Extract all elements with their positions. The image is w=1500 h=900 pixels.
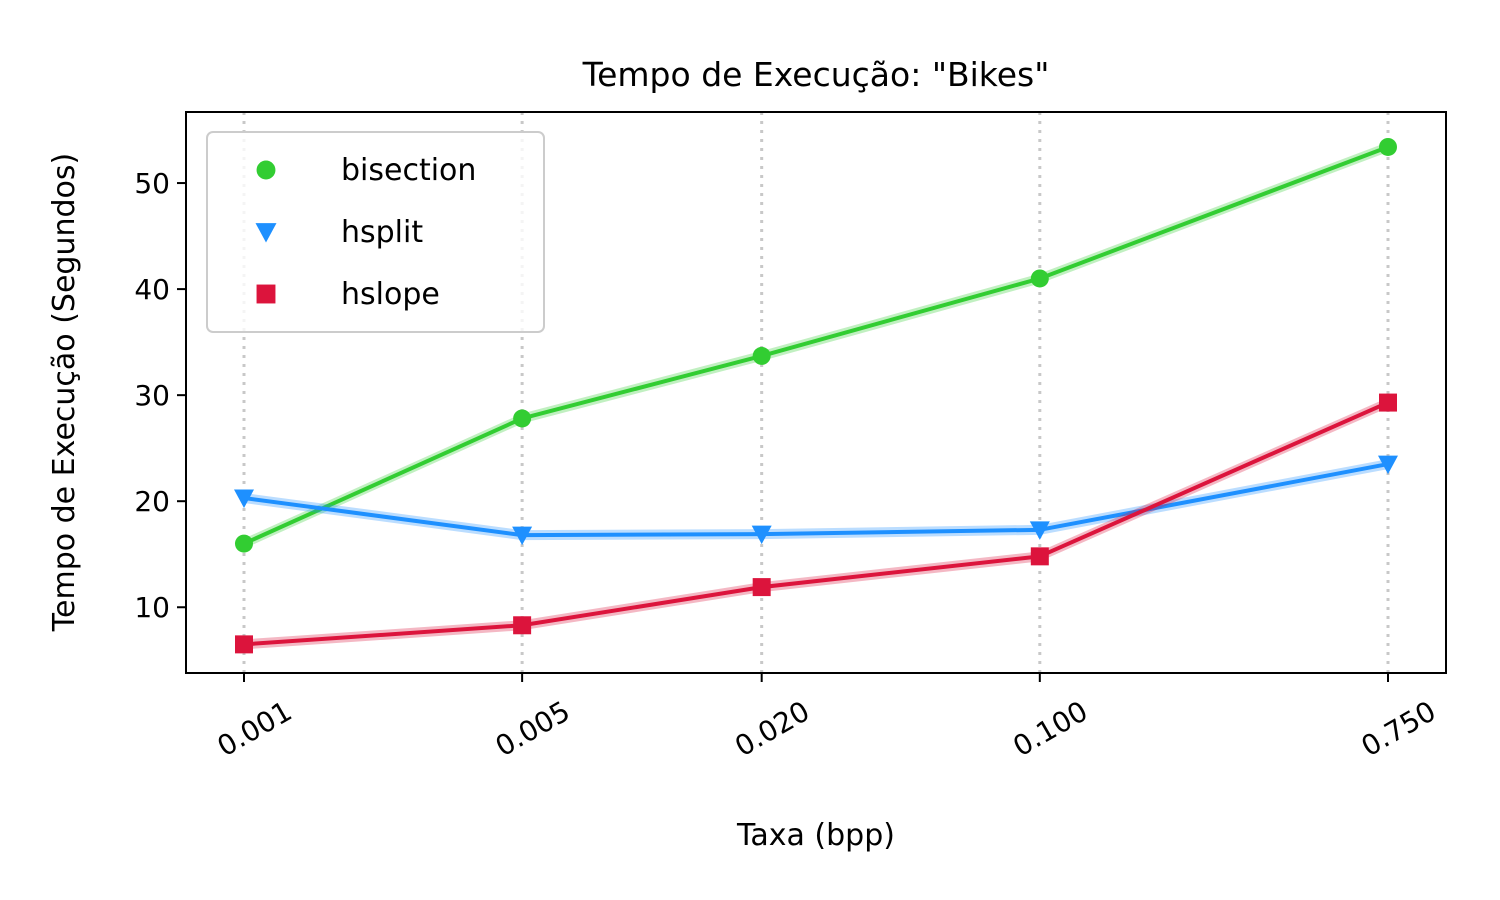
legend: bisection hsplit hslope: [206, 131, 545, 333]
x-tick-label: 0.750: [1356, 694, 1442, 763]
series-bisection: [235, 137, 1397, 553]
x-axis-label: Taxa (bpp): [736, 818, 895, 853]
x-tick-label: 0.001: [212, 694, 298, 763]
legend-label-hslope: hslope: [341, 277, 440, 312]
hslope-point: [752, 578, 771, 597]
hslope-point: [1379, 393, 1397, 412]
x-tick-label: 0.005: [490, 694, 576, 763]
y-tick-label: 30: [134, 379, 170, 412]
x-tick-label: 0.020: [729, 694, 815, 763]
x-grid: [242, 112, 1390, 673]
y-axis: 10 20 30 40 50: [134, 167, 186, 624]
bisection-point: [1030, 269, 1049, 288]
hsplit-point: [512, 526, 533, 546]
series-hsplit: [234, 455, 1398, 546]
y-tick-label: 40: [134, 273, 170, 306]
legend-label-bisection: bisection: [341, 153, 476, 188]
x-axis: 0.001 0.005 0.020 0.100 0.750: [212, 673, 1442, 763]
plot-series: [234, 137, 1398, 654]
y-tick-label: 20: [134, 485, 170, 518]
plot-frame: [185, 111, 1447, 674]
bisection-point: [235, 534, 253, 553]
y-axis-label: Tempo de Execução (Segundos): [47, 153, 82, 632]
x-tick-label: 0.100: [1007, 694, 1093, 763]
hsplit-point: [751, 525, 772, 545]
bisection-point: [513, 409, 532, 428]
legend-frame: [206, 131, 545, 333]
y-tick-label: 50: [134, 167, 170, 200]
bisection-confidence-band: [244, 141, 1388, 549]
hslope-point: [1030, 547, 1049, 566]
hsplit-point: [1378, 455, 1398, 475]
hsplit-point: [1029, 521, 1050, 540]
hslope-point: [235, 635, 253, 654]
hsplit-point: [234, 489, 254, 509]
legend-marker-bisection: [256, 160, 276, 180]
legend-marker-hslope: [256, 284, 276, 304]
y-tick-label: 10: [134, 591, 170, 624]
legend-label-hsplit: hsplit: [341, 215, 423, 250]
legend-marker-hsplit: [255, 223, 277, 243]
bisection-point: [1379, 137, 1397, 156]
series-hslope: [235, 393, 1397, 654]
hslope-point: [513, 616, 532, 635]
chart-title: Tempo de Execução: "Bikes": [582, 55, 1050, 94]
bisection-point: [752, 346, 771, 365]
